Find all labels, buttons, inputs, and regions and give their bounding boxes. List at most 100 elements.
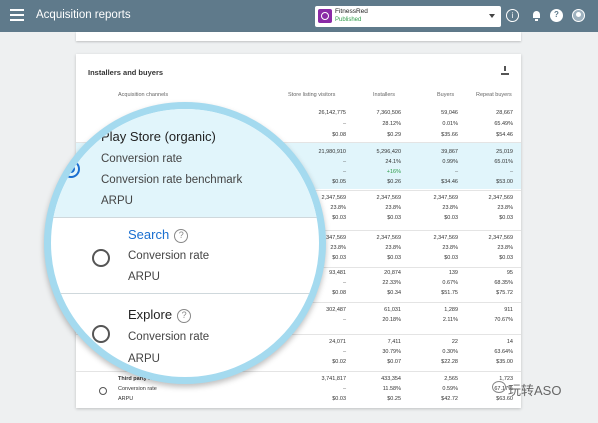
help-icon[interactable]: ? <box>177 309 192 323</box>
table-cell: 11.58% <box>382 386 401 392</box>
table-cell: 70.67% <box>494 317 513 323</box>
table-cell: 2.11% <box>442 317 458 323</box>
table-cell: 93,481 <box>329 270 346 276</box>
table-cell: $0.07 <box>387 359 401 365</box>
table-cell: 2,347,569 <box>433 195 458 201</box>
previous-card <box>76 32 521 41</box>
table-cell: 2,347,569 <box>376 195 401 201</box>
metric-label: Conversion rate <box>118 386 157 392</box>
table-cell: $42.72 <box>441 396 458 402</box>
table-cell: 39,867 <box>441 149 458 155</box>
divider <box>51 217 319 218</box>
channel-explore: Explore? <box>128 307 192 323</box>
table-cell: $0.05 <box>332 179 346 185</box>
table-cell: 20,874 <box>384 270 401 276</box>
top-app-bar: Acquisition reports FitnessRed Published… <box>0 0 598 32</box>
channel-name-explore: Explore <box>128 307 173 322</box>
metric-conversion-rate: Conversion rate <box>128 250 210 262</box>
table-cell: $53.00 <box>496 179 513 185</box>
table-cell: – <box>342 169 346 175</box>
metric-conversion-benchmark: Conversion rate benchmark <box>101 174 243 186</box>
wechat-icon <box>492 381 506 393</box>
metric-arpu: ARPU <box>128 353 160 365</box>
table-cell: 3,741,817 <box>321 376 346 382</box>
row-divider <box>76 371 521 372</box>
table-cell: 7,411 <box>387 339 401 345</box>
table-cell: +16% <box>386 169 401 175</box>
table-cell: 23.8% <box>385 205 401 211</box>
table-cell: 68.35% <box>494 280 513 286</box>
explore-radio[interactable] <box>92 325 110 343</box>
table-cell: 61,031 <box>384 307 401 313</box>
third-party-radio[interactable] <box>99 387 107 395</box>
table-cell: – <box>509 169 513 175</box>
table-cell: 23.8% <box>497 245 513 251</box>
table-cell: $75.72 <box>496 290 513 296</box>
table-cell: 23.8% <box>442 245 458 251</box>
col-header-visitors[interactable]: Store listing visitors <box>288 92 336 98</box>
table-cell: 23.8% <box>385 245 401 251</box>
table-cell: 7,360,506 <box>376 110 401 116</box>
table-cell: 23.8% <box>330 245 346 251</box>
table-cell: 2,347,569 <box>433 235 458 241</box>
table-cell: $0.03 <box>332 255 346 261</box>
avatar[interactable] <box>572 9 585 22</box>
table-cell: 28,667 <box>496 110 513 116</box>
table-cell: 2,347,569 <box>321 195 346 201</box>
table-cell: 2,565 <box>444 376 458 382</box>
table-cell: $0.03 <box>499 255 513 261</box>
search-radio[interactable] <box>92 249 110 267</box>
table-cell: 0.67% <box>442 280 458 286</box>
table-cell: 302,487 <box>326 307 346 313</box>
table-cell: 26,142,775 <box>318 110 346 116</box>
table-cell: – <box>342 121 346 127</box>
channel-name-search[interactable]: Search <box>128 227 170 242</box>
selected-channel-highlight <box>51 109 319 217</box>
row-divider <box>76 334 521 335</box>
table-cell: 433,354 <box>381 376 401 382</box>
col-header-repeat-buyers[interactable]: Repeat buyers <box>476 92 512 98</box>
col-header-installers[interactable]: Installers <box>373 92 396 98</box>
info-icon[interactable]: i <box>506 9 519 22</box>
table-cell: 23.8% <box>497 205 513 211</box>
table-cell: 24.1% <box>385 159 401 165</box>
col-header-channels: Acquisition channels <box>118 92 169 98</box>
menu-icon[interactable] <box>10 9 24 21</box>
table-cell: $0.03 <box>444 255 458 261</box>
table-cell: – <box>342 349 346 355</box>
col-header-buyers[interactable]: Buyers <box>437 92 455 98</box>
table-cell: 2,347,569 <box>488 235 513 241</box>
table-cell: – <box>342 159 346 165</box>
table-cell: 30.79% <box>382 349 401 355</box>
table-cell: $0.03 <box>332 215 346 221</box>
table-cell: 2,347,569 <box>376 235 401 241</box>
play-store-radio[interactable] <box>62 160 80 178</box>
download-icon[interactable] <box>501 66 509 75</box>
table-cell: 23.8% <box>330 205 346 211</box>
table-cell: 65.49% <box>494 121 513 127</box>
app-selector[interactable]: FitnessRed Published <box>315 6 501 27</box>
watermark: 玩转ASO <box>508 383 562 398</box>
table-cell: 24,071 <box>329 339 346 345</box>
metric-arpu: ARPU <box>128 271 160 283</box>
table-cell: 0.99% <box>442 159 458 165</box>
table-cell: 25,019 <box>496 149 513 155</box>
table-cell: $0.02 <box>332 359 346 365</box>
table-cell: 22.33% <box>382 280 401 286</box>
table-cell: $54.46 <box>496 132 513 138</box>
app-name: FitnessRed <box>335 8 368 15</box>
bell-icon[interactable] <box>530 9 543 22</box>
channel-search[interactable]: Search? <box>128 227 189 243</box>
table-cell: $0.03 <box>332 396 346 402</box>
help-icon[interactable]: ? <box>550 9 563 22</box>
channel-name-play-store: Play Store (organic) <box>101 129 216 144</box>
table-cell: $51.75 <box>441 290 458 296</box>
help-icon[interactable]: ? <box>174 229 189 243</box>
table-cell: 28.12% <box>382 121 401 127</box>
table-cell: – <box>342 280 346 286</box>
table-cell: $0.03 <box>499 215 513 221</box>
table-cell: $0.03 <box>387 255 401 261</box>
table-cell: 1,723 <box>499 376 513 382</box>
table-cell: $0.08 <box>332 132 346 138</box>
divider <box>51 293 319 294</box>
